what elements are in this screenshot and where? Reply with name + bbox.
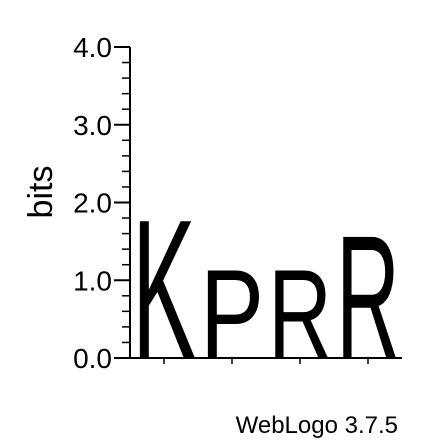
y-axis: 0.0 1.0 2.0 3.0 4.0 bbox=[73, 32, 131, 374]
y-tick-label: 2.0 bbox=[73, 188, 112, 219]
logo-letter-k: K bbox=[132, 180, 196, 402]
y-tick-label: 0.0 bbox=[73, 343, 112, 374]
logo-letter-r: R bbox=[268, 244, 332, 386]
y-tick-label: 3.0 bbox=[73, 110, 112, 141]
y-tick-label: 4.0 bbox=[73, 32, 112, 63]
y-axis-label: bits bbox=[22, 166, 60, 219]
weblogo-version-label: WebLogo 3.7.5 bbox=[235, 412, 398, 439]
y-tick-label: 1.0 bbox=[73, 265, 112, 296]
logo-letter-r: R bbox=[336, 199, 400, 396]
x-axis bbox=[130, 357, 402, 364]
logo-letter-p: P bbox=[200, 243, 264, 385]
